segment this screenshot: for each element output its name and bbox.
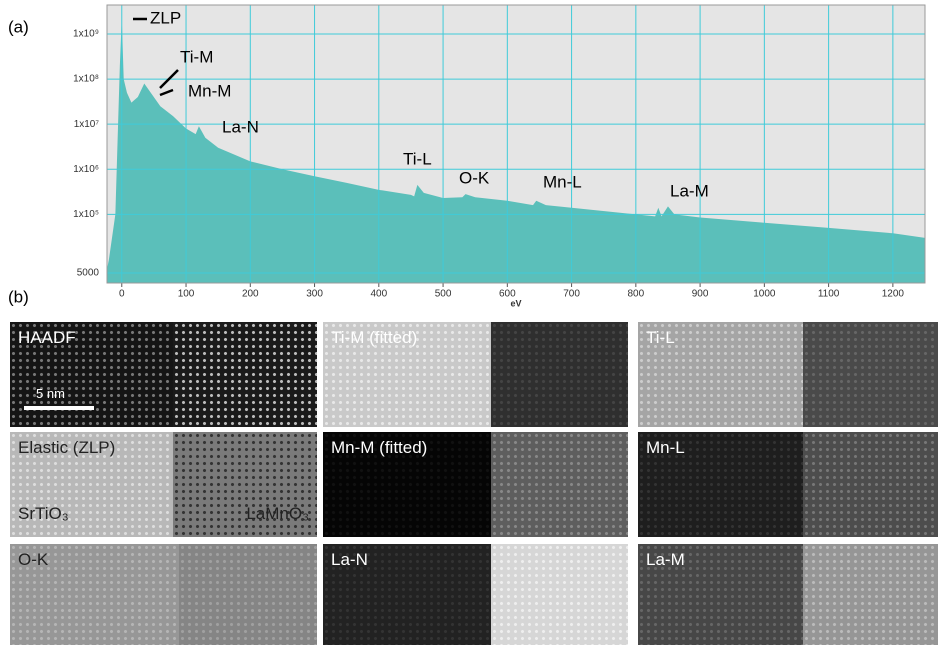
x-tick-label: 1200 xyxy=(882,289,905,300)
y-tick-label: 1x10⁸ xyxy=(73,74,99,85)
x-tick-label: 200 xyxy=(242,289,259,300)
x-tick-label: 700 xyxy=(563,289,580,300)
annotation: Mn-L xyxy=(543,172,582,191)
annotation: La-M xyxy=(670,181,709,200)
panel-title: HAADF xyxy=(18,328,76,348)
y-tick-label: 1x10⁹ xyxy=(73,29,99,40)
panel-label: (b) xyxy=(8,287,29,306)
scale-bar xyxy=(24,406,94,410)
scale-bar-label: 5 nm xyxy=(36,386,65,401)
panel-title: La-M xyxy=(646,550,685,570)
panel-title: Ti-M (fitted) xyxy=(331,328,417,348)
x-tick-label: 800 xyxy=(627,289,644,300)
panel-title: La-N xyxy=(331,550,368,570)
region-label: SrTiO₃ xyxy=(18,504,69,524)
panel-title: Elastic (ZLP) xyxy=(18,438,115,458)
x-tick-label: 900 xyxy=(692,289,709,300)
x-tick-label: 1000 xyxy=(753,289,776,300)
image-right xyxy=(803,432,938,537)
spectrum-chart: 5000 1x10⁵ 1x10⁶ 1x10⁷ 1x10⁸ 1x10⁹ 0 100 200 300 4… xyxy=(0,0,938,312)
x-axis-label: eV xyxy=(510,298,521,308)
image-right xyxy=(491,544,628,645)
image-panel: HAADF 5 nm xyxy=(10,322,317,427)
annotation: Ti-L xyxy=(403,149,432,168)
figure: 5000 1x10⁵ 1x10⁶ 1x10⁷ 1x10⁸ 1x10⁹ 0 100 200 300 4… xyxy=(0,0,938,645)
annotation: Ti-M xyxy=(180,47,213,66)
panel-title: Ti-L xyxy=(646,328,675,348)
panel-title: Mn-M (fitted) xyxy=(331,438,427,458)
y-tick-label: 1x10⁶ xyxy=(73,164,99,175)
image-panel: Ti-M (fitted) xyxy=(323,322,628,427)
x-tick-label: 0 xyxy=(119,289,125,300)
region-label: LaMnO₃ xyxy=(246,504,309,524)
image-right xyxy=(491,322,628,427)
y-tick-label: 5000 xyxy=(77,268,100,279)
x-tick-label: 300 xyxy=(306,289,323,300)
annotation: Mn-M xyxy=(188,81,231,100)
image-panel: Elastic (ZLP) SrTiO₃ LaMnO₃ xyxy=(10,432,317,537)
annotation: La-N xyxy=(222,117,259,136)
image-panel: La-M xyxy=(638,544,938,645)
image-panel: La-N xyxy=(323,544,628,645)
image-right xyxy=(803,322,938,427)
annotation: ZLP xyxy=(150,8,181,27)
x-tick-label: 1100 xyxy=(818,289,840,300)
image-right xyxy=(491,432,628,537)
image-right xyxy=(179,544,317,645)
image-right xyxy=(173,322,317,427)
image-right xyxy=(803,544,938,645)
x-tick-label: 400 xyxy=(370,289,387,300)
image-panel: Mn-M (fitted) xyxy=(323,432,628,537)
x-tick-label: 500 xyxy=(435,289,452,300)
y-tick-label: 1x10⁵ xyxy=(73,209,99,220)
image-panel: O-K xyxy=(10,544,317,645)
image-panel: Ti-L xyxy=(638,322,938,427)
panel-label: (a) xyxy=(8,17,29,36)
panel-title: Mn-L xyxy=(646,438,685,458)
x-tick-label: 100 xyxy=(178,289,195,300)
annotation: O-K xyxy=(459,168,490,187)
image-panel: Mn-L xyxy=(638,432,938,537)
panel-title: O-K xyxy=(18,550,48,570)
y-tick-label: 1x10⁷ xyxy=(74,119,100,130)
